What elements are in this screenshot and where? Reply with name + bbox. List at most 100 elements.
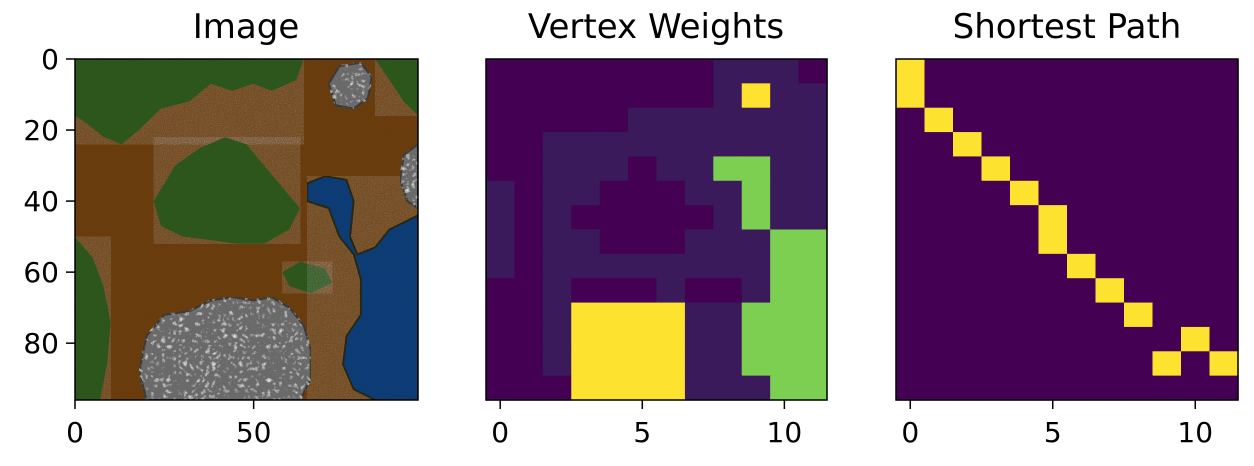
grid-cell [542,326,572,352]
grid-cell [1181,253,1211,279]
grid-cell [1095,107,1125,133]
grid-cell [798,375,828,401]
grid-cell [1095,83,1125,109]
grid-cell [486,278,516,304]
grid-cell [981,132,1011,158]
grid-cell [981,107,1011,133]
grid-cell [542,351,572,377]
grid-cell [770,205,800,231]
grid-cell [1124,205,1154,231]
grid-cell [1209,351,1239,377]
grid-cell [798,205,828,231]
grid-cell [514,180,544,206]
grid-cell [713,229,743,255]
grid-cell [486,351,516,377]
grid-cell [656,278,686,304]
grid-cell [1067,302,1097,328]
grid-cell [599,278,629,304]
grid-cell [542,59,572,84]
grid-cell [1152,156,1182,182]
grid-cell [542,229,572,255]
grid-cell [599,229,629,255]
grid-cell [953,253,983,279]
grid-cell [1124,59,1154,84]
grid-cell [628,83,658,109]
grid-cell [741,132,771,158]
grid-cell [571,59,601,84]
grid-cell [1124,351,1154,377]
grid-cell [1152,351,1182,377]
grid-cell [798,229,828,255]
grid-cell [713,107,743,133]
grid-cell [798,156,828,182]
grid-cell [896,229,926,255]
grid-cell [741,229,771,255]
grid-cell [924,375,954,401]
grid-cell [896,375,926,401]
grid-cell [486,156,516,182]
terrain-image [75,59,418,400]
grid-cell [599,375,629,401]
grid-cell [1181,278,1211,304]
grid-cell [1038,351,1068,377]
grid-cell [713,83,743,109]
grid-cell [741,205,771,231]
grid-cell [684,83,714,109]
grid-cell [770,83,800,109]
grid-cell [1010,132,1040,158]
grid-cell [514,278,544,304]
grid-cell [656,83,686,109]
grid-cell [896,180,926,206]
grid-cell [1010,156,1040,182]
grid-cell [770,229,800,255]
grid-cell [741,253,771,279]
grid-cell [924,59,954,84]
grid-cell [1095,59,1125,84]
grid-cell [1124,278,1154,304]
grid-cell [571,107,601,133]
grid-cell [571,278,601,304]
grid-cell [1124,83,1154,109]
grid-cell [571,253,601,279]
grid-cell [953,59,983,84]
grid-cell [1095,180,1125,206]
grid-cell [656,302,686,328]
grid-cell [981,83,1011,109]
grid-cell [628,107,658,133]
grid-cell [1152,253,1182,279]
grid-cell [1152,302,1182,328]
grid-cell [1038,107,1068,133]
grid-cell [628,132,658,158]
grid-cell [713,326,743,352]
grid-cell [770,278,800,304]
grid-cell [713,205,743,231]
grid-cell [770,132,800,158]
grid-cell [628,180,658,206]
grid-cell [1209,132,1239,158]
grid-cell [741,83,771,109]
grid-cell [1038,180,1068,206]
grid-cell [770,59,800,84]
grid-cell [628,156,658,182]
grid-cell [1010,229,1040,255]
panel-vertex-weights-frame [485,58,828,401]
grid-cell [798,107,828,133]
grid-cell [770,107,800,133]
grid-cell [542,132,572,158]
grid-cell [486,229,516,255]
y-tick-label: 60 [23,256,59,289]
grid-cell [981,156,1011,182]
grid-cell [981,229,1011,255]
grid-cell [1038,132,1068,158]
grid-cell [1038,156,1068,182]
grid-cell [628,375,658,401]
grid-cell [514,302,544,328]
grid-cell [741,107,771,133]
grid-cell [713,59,743,84]
grid-cell [599,205,629,231]
grid-cell [571,180,601,206]
grid-cell [981,205,1011,231]
grid-cell [1067,132,1097,158]
grid-cell [486,205,516,231]
